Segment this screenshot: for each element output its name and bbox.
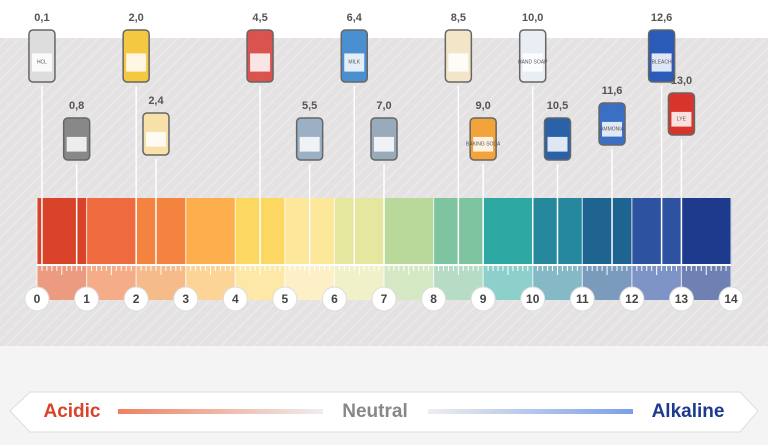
color-segment xyxy=(334,198,385,265)
value-label: 13,0 xyxy=(671,75,692,87)
x-tick-label: 10 xyxy=(526,292,540,306)
color-segment xyxy=(86,198,137,265)
tick-circle xyxy=(123,286,149,312)
value-label: 4,5 xyxy=(252,12,267,24)
neutral-label: Neutral xyxy=(342,401,407,422)
tick-circle xyxy=(24,286,50,312)
x-tick-label: 2 xyxy=(133,292,140,306)
tick-circle xyxy=(74,286,100,312)
value-label: 0,8 xyxy=(69,100,84,112)
color-segment xyxy=(681,198,732,265)
gradient-right xyxy=(428,409,633,414)
x-tick-label: 3 xyxy=(182,292,189,306)
icon-label-box xyxy=(145,131,166,147)
color-segment xyxy=(185,198,236,265)
icon-label-box xyxy=(473,136,494,152)
icon-label-box xyxy=(31,53,52,72)
x-tick-label: 12 xyxy=(625,292,639,306)
x-tick-label: 0 xyxy=(34,292,41,306)
x-tick-label: 5 xyxy=(282,292,289,306)
icon-label-box xyxy=(374,136,394,152)
gradient-left xyxy=(118,409,323,414)
icon-label: LYE xyxy=(677,116,687,122)
icon-label-box xyxy=(250,53,271,72)
alkaline-label: Alkaline xyxy=(652,401,725,422)
tick-circle xyxy=(173,286,199,312)
x-tick-label: 7 xyxy=(381,292,388,306)
acidic-label: Acidic xyxy=(43,401,100,422)
value-label: 11,6 xyxy=(602,85,623,97)
x-tick-label: 4 xyxy=(232,292,239,306)
x-tick-label: 8 xyxy=(430,292,437,306)
icon-label-box xyxy=(299,136,320,152)
icon-label-box xyxy=(651,53,672,72)
value-label: 6,4 xyxy=(347,12,363,24)
color-segment xyxy=(37,198,88,265)
color-segment xyxy=(483,198,534,265)
color-segment xyxy=(136,198,187,265)
icon-label-box xyxy=(671,111,692,127)
tick-circle xyxy=(421,286,447,312)
x-tick-label: 13 xyxy=(675,292,689,306)
icon-label-box xyxy=(126,53,147,72)
icon-label-box xyxy=(602,121,623,137)
color-segment xyxy=(384,198,435,265)
legend-banner xyxy=(9,391,759,433)
icon-label-box xyxy=(448,53,469,72)
value-label: 7,0 xyxy=(376,100,391,112)
value-label: 2,4 xyxy=(148,95,164,107)
icon-label: HCL xyxy=(37,60,47,66)
icon-label: HAND SOAP xyxy=(518,60,548,66)
icon-label: BAKING SODA xyxy=(466,141,501,147)
color-segment xyxy=(631,198,682,265)
icon-label: AMMONIA xyxy=(600,126,625,132)
value-label: 8,5 xyxy=(451,12,466,24)
icon-label: BLEACH xyxy=(652,60,672,66)
color-segment xyxy=(582,198,633,265)
tick-circle xyxy=(272,286,298,312)
x-tick-label: 9 xyxy=(480,292,487,306)
icon-label-box xyxy=(66,136,87,152)
scale: 0 1 2 3 4 5 6 7 8 9 10 11 12 13 140,1HCL0,82,02,44,55,… xyxy=(24,12,744,312)
tick-circle xyxy=(470,286,496,312)
value-label: 10,0 xyxy=(522,12,543,24)
tick-circle xyxy=(321,286,347,312)
tick-circle xyxy=(371,286,397,312)
x-tick-label: 6 xyxy=(331,292,338,306)
value-label: 9,0 xyxy=(475,100,490,112)
tick-circle xyxy=(718,286,744,312)
tick-circle xyxy=(668,286,694,312)
tick-circle xyxy=(619,286,645,312)
icon-label: MILK xyxy=(348,60,360,66)
tick-circle xyxy=(222,286,248,312)
value-label: 12,6 xyxy=(651,12,672,24)
icon-label-box xyxy=(522,53,543,72)
value-label: 5,5 xyxy=(302,100,317,112)
value-label: 0,1 xyxy=(34,12,49,24)
value-label: 10,5 xyxy=(547,100,568,112)
icon-label-box xyxy=(547,136,568,152)
tick-circle xyxy=(520,286,546,312)
x-tick-label: 1 xyxy=(83,292,90,306)
icon-label-box xyxy=(344,53,365,72)
x-tick-label: 11 xyxy=(576,292,589,306)
tick-circle xyxy=(569,286,595,312)
value-label: 2,0 xyxy=(128,12,143,24)
x-tick-label: 14 xyxy=(724,292,738,306)
